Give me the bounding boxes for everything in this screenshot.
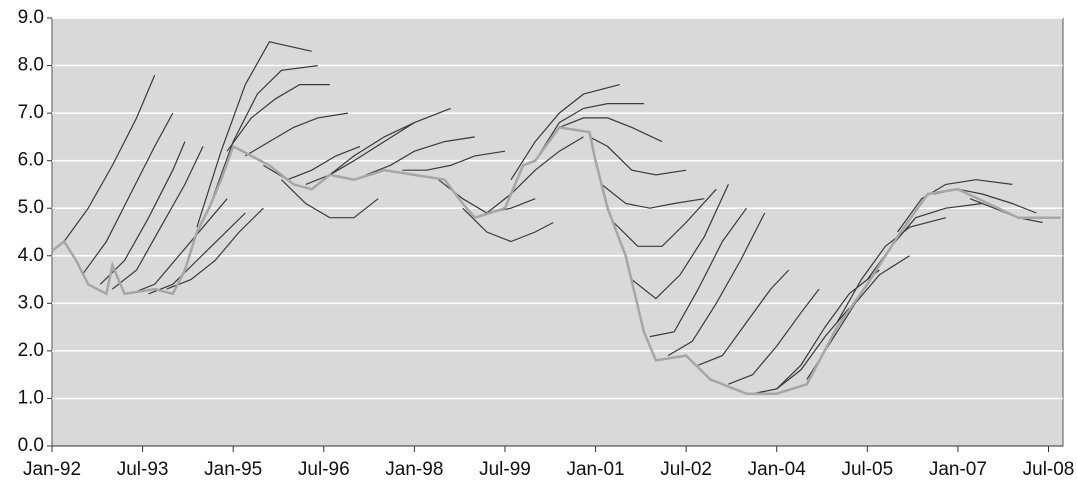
x-tick-label: Jul-05 [841,459,893,480]
y-tick-label: 8.0 [18,55,44,76]
x-tick-label: Jan-92 [23,459,81,480]
series-line [697,269,790,366]
x-tick-label: Jul-93 [117,459,169,480]
y-tick-label: 6.0 [18,150,44,171]
series-line [226,84,330,152]
x-tick-label: Jan-04 [748,459,807,480]
series-line [99,141,186,285]
series-line [166,207,264,290]
series-line [897,179,1013,233]
plot-area [51,17,1064,447]
y-tick-label: 3.0 [18,292,44,313]
series-line [836,217,946,323]
x-tick-label: Jul-02 [660,459,712,480]
series-line [667,212,766,357]
series-line [613,188,717,247]
series-line [365,136,475,176]
series-line [510,84,620,181]
series-line [208,65,318,209]
series-line [130,198,228,295]
x-tick-label: Jul-96 [298,459,350,480]
series-line [649,207,747,338]
y-tick-label: 0.0 [18,435,44,456]
series-line [601,183,705,209]
series-line [263,145,361,181]
series-line [196,41,312,228]
series-line [486,136,584,214]
series-line [462,207,554,243]
series-line [81,112,174,276]
series-line [305,122,415,185]
x-tick-label: Jan-98 [385,459,443,480]
series-line [534,103,644,162]
series-line [728,288,820,385]
series-line [281,179,379,219]
y-tick-label: 7.0 [18,102,44,123]
series-line [51,126,1061,395]
series-line [63,74,156,242]
x-tick-label: Jan-95 [204,459,262,480]
y-tick-label: 2.0 [18,340,44,361]
x-tick-label: Jul-99 [479,459,531,480]
series-line [559,117,663,143]
series-line [329,107,451,176]
y-tick-label: 1.0 [18,387,44,408]
series-line [402,150,506,171]
x-tick-label: Jul-08 [1023,459,1075,480]
x-tick-label: Jan-07 [929,459,987,480]
y-tick-label: 4.0 [18,245,44,266]
series-line [631,184,729,300]
y-tick-label: 5.0 [18,197,44,218]
y-tick-label: 9.0 [18,7,44,28]
series-line [148,212,246,295]
series-line [112,146,204,290]
series-line [589,136,687,176]
series-line [776,269,880,390]
series-line [244,112,348,157]
series-line [752,307,850,395]
x-tick-label: Jan-01 [566,459,624,480]
